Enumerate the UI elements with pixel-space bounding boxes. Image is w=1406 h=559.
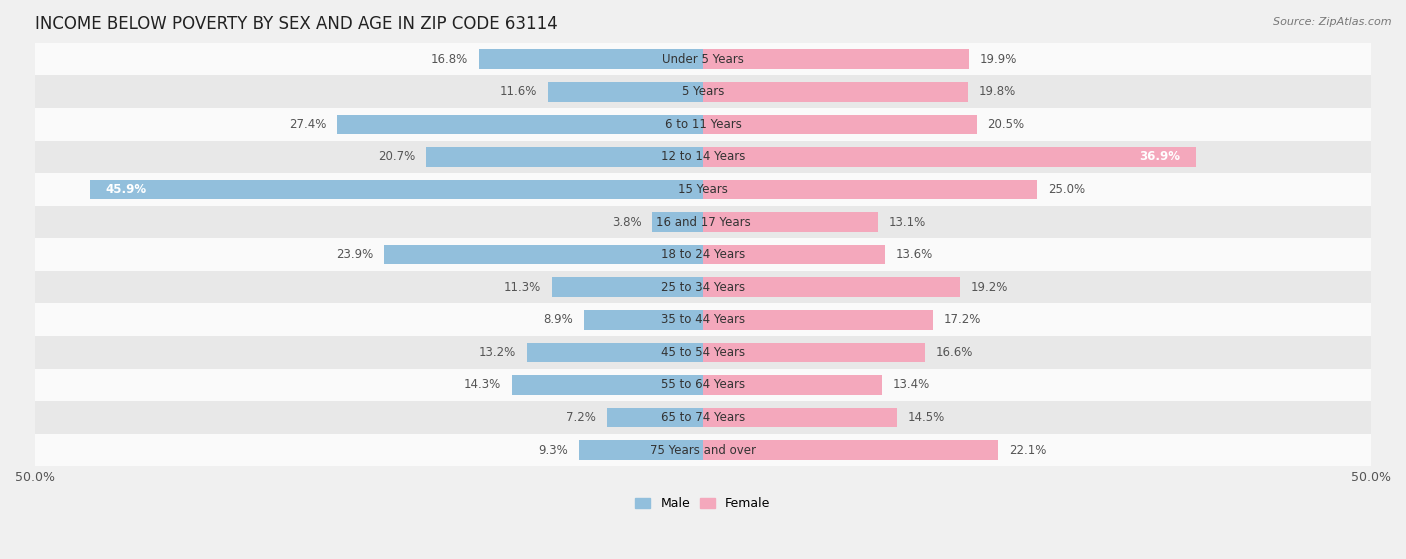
Text: 8.9%: 8.9% <box>544 313 574 326</box>
Bar <box>703 375 882 395</box>
Bar <box>703 212 877 232</box>
Text: 35 to 44 Years: 35 to 44 Years <box>661 313 745 326</box>
Text: 13.1%: 13.1% <box>889 216 927 229</box>
Bar <box>548 82 703 102</box>
Text: 14.3%: 14.3% <box>464 378 502 391</box>
Text: 16.6%: 16.6% <box>935 346 973 359</box>
Text: 45 to 54 Years: 45 to 54 Years <box>661 346 745 359</box>
Text: 11.6%: 11.6% <box>501 86 537 98</box>
Text: 75 Years and over: 75 Years and over <box>650 443 756 457</box>
Text: 23.9%: 23.9% <box>336 248 373 261</box>
Bar <box>512 375 703 395</box>
Text: 20.7%: 20.7% <box>378 150 416 163</box>
Bar <box>35 206 1371 238</box>
Bar <box>703 310 932 330</box>
Bar <box>35 238 1371 271</box>
Bar <box>35 43 1371 75</box>
Bar <box>703 408 897 427</box>
Bar <box>35 368 1371 401</box>
Text: 13.2%: 13.2% <box>478 346 516 359</box>
Text: 45.9%: 45.9% <box>105 183 148 196</box>
Bar <box>703 82 967 102</box>
Bar <box>426 147 703 167</box>
Text: 17.2%: 17.2% <box>943 313 981 326</box>
Text: INCOME BELOW POVERTY BY SEX AND AGE IN ZIP CODE 63114: INCOME BELOW POVERTY BY SEX AND AGE IN Z… <box>35 15 558 33</box>
Bar <box>35 108 1371 141</box>
Bar <box>35 173 1371 206</box>
Text: 16 and 17 Years: 16 and 17 Years <box>655 216 751 229</box>
Bar <box>703 115 977 134</box>
Text: 25 to 34 Years: 25 to 34 Years <box>661 281 745 293</box>
Bar <box>579 440 703 460</box>
Bar <box>35 75 1371 108</box>
Text: 36.9%: 36.9% <box>1139 150 1180 163</box>
Bar <box>35 271 1371 304</box>
Text: 15 Years: 15 Years <box>678 183 728 196</box>
Text: Source: ZipAtlas.com: Source: ZipAtlas.com <box>1274 17 1392 27</box>
Bar <box>652 212 703 232</box>
Text: 3.8%: 3.8% <box>612 216 641 229</box>
Bar <box>337 115 703 134</box>
Text: 7.2%: 7.2% <box>567 411 596 424</box>
Text: 20.5%: 20.5% <box>987 118 1025 131</box>
Text: 6 to 11 Years: 6 to 11 Years <box>665 118 741 131</box>
Text: 9.3%: 9.3% <box>538 443 568 457</box>
Bar <box>703 49 969 69</box>
Text: 12 to 14 Years: 12 to 14 Years <box>661 150 745 163</box>
Bar <box>35 434 1371 466</box>
Text: 27.4%: 27.4% <box>288 118 326 131</box>
Text: 13.4%: 13.4% <box>893 378 929 391</box>
Bar <box>703 277 959 297</box>
Text: 18 to 24 Years: 18 to 24 Years <box>661 248 745 261</box>
Text: 19.2%: 19.2% <box>970 281 1008 293</box>
Text: 65 to 74 Years: 65 to 74 Years <box>661 411 745 424</box>
Bar <box>553 277 703 297</box>
Bar <box>35 304 1371 336</box>
Bar <box>703 343 925 362</box>
Bar <box>35 401 1371 434</box>
Bar <box>703 179 1038 199</box>
Text: 19.9%: 19.9% <box>980 53 1017 65</box>
Text: 11.3%: 11.3% <box>505 281 541 293</box>
Text: Under 5 Years: Under 5 Years <box>662 53 744 65</box>
Legend: Male, Female: Male, Female <box>630 492 776 515</box>
Bar <box>703 245 884 264</box>
Bar <box>478 49 703 69</box>
Bar <box>35 336 1371 368</box>
Text: 14.5%: 14.5% <box>907 411 945 424</box>
Bar <box>90 179 703 199</box>
Bar <box>583 310 703 330</box>
Bar <box>527 343 703 362</box>
Bar <box>703 440 998 460</box>
Text: 5 Years: 5 Years <box>682 86 724 98</box>
Text: 22.1%: 22.1% <box>1010 443 1046 457</box>
Text: 25.0%: 25.0% <box>1047 183 1085 196</box>
Bar <box>607 408 703 427</box>
Text: 55 to 64 Years: 55 to 64 Years <box>661 378 745 391</box>
Text: 19.8%: 19.8% <box>979 86 1015 98</box>
Bar <box>384 245 703 264</box>
Bar <box>35 141 1371 173</box>
Text: 16.8%: 16.8% <box>430 53 468 65</box>
Bar <box>703 147 1197 167</box>
Text: 13.6%: 13.6% <box>896 248 932 261</box>
